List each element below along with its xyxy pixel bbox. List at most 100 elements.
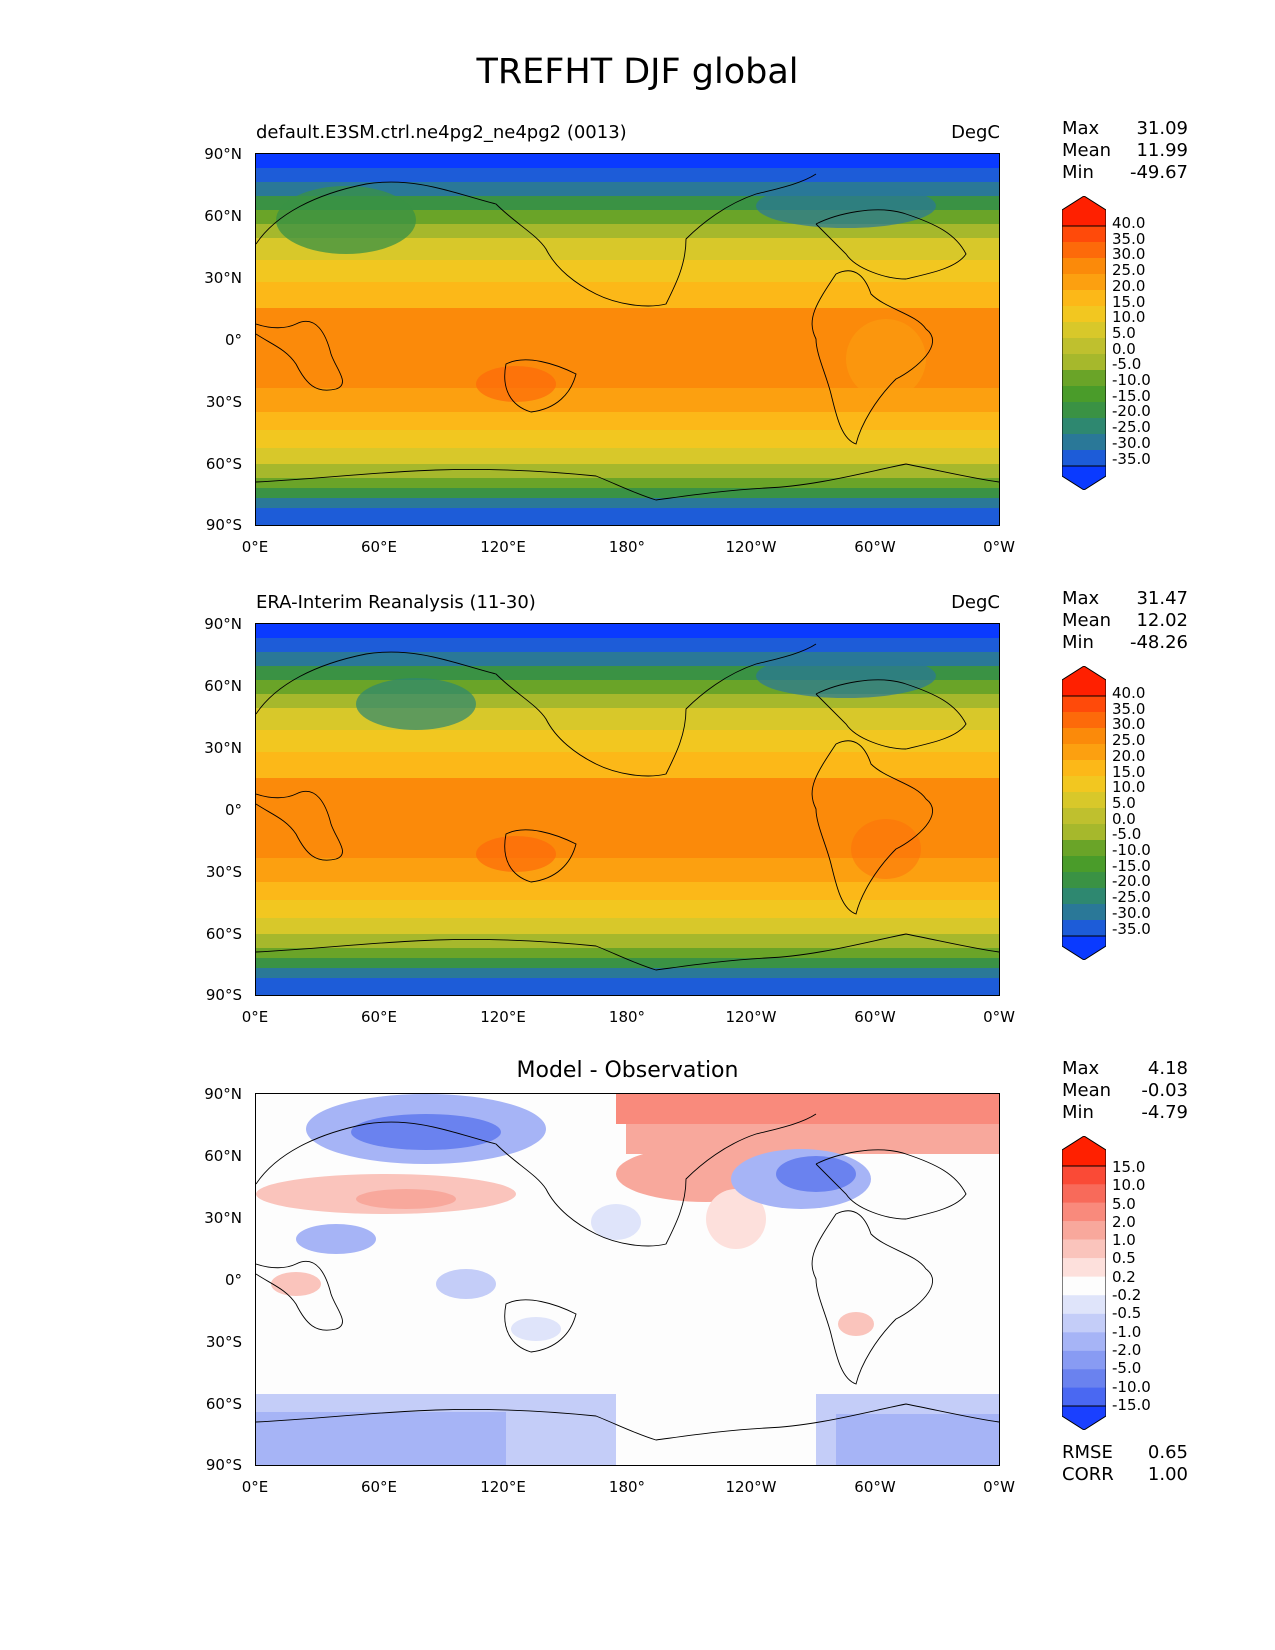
panel-1-stats: Max 31.09 Mean 11.99 Min -49.67: [1062, 118, 1188, 184]
lon-tick: 60°E: [360, 1478, 398, 1496]
colorbar-label: 40.0: [1112, 214, 1146, 232]
colorbar-label: 20.0: [1112, 276, 1146, 295]
stat-label: Mean: [1062, 1080, 1112, 1101]
lat-tick: 60°N: [204, 1147, 242, 1165]
stat-label: Min: [1062, 632, 1094, 653]
lon-tick: 0°E: [241, 1008, 269, 1026]
panel-3-colorbar-labels: 15.0 10.0 5.0 2.0 1.0 0.5 0.2 -0.2 -0.5 …: [1112, 1158, 1151, 1414]
stat-value: 12.02: [1136, 610, 1188, 631]
colorbar-label: -15.0: [1112, 856, 1151, 875]
panel-3-colorbar: [1062, 1136, 1106, 1430]
colorbar-label: -5.0: [1112, 355, 1142, 374]
lat-tick: 30°S: [205, 1333, 242, 1351]
colorbar-label: 0.2: [1112, 1267, 1136, 1286]
lon-tick: 60°W: [854, 1478, 896, 1496]
colorbar-label: -10.0: [1112, 841, 1151, 860]
stat-label: Mean: [1062, 140, 1112, 161]
colorbar-label: -0.2: [1112, 1286, 1142, 1305]
lat-tick: 30°S: [205, 393, 242, 411]
panel-3-map: [255, 1093, 1000, 1466]
lat-tick: 60°S: [205, 1395, 242, 1413]
panel-2-field: [256, 624, 999, 995]
lat-tick: 30°S: [205, 863, 242, 881]
lat-tick: 60°S: [205, 455, 242, 473]
stat-value: 31.47: [1136, 588, 1188, 609]
colorbar-label: -2.0: [1112, 1340, 1142, 1359]
lon-tick: 120°E: [480, 1478, 526, 1496]
colorbar-label: -5.0: [1112, 825, 1142, 844]
lat-tick: 90°N: [204, 145, 242, 163]
stat-label: Min: [1062, 162, 1094, 183]
colorbar-label: 5.0: [1112, 1194, 1136, 1213]
coastlines: [256, 1113, 999, 1441]
colorbar-label: 0.0: [1112, 339, 1136, 358]
lat-tick: 90°N: [204, 1085, 242, 1103]
lon-tick: 180°: [608, 1008, 646, 1026]
panel-2-colorbar: [1062, 666, 1106, 960]
colorbar-2-swatches: [1062, 666, 1106, 960]
panel-3-title: Model - Observation: [516, 1058, 739, 1083]
lon-tick: 120°E: [480, 538, 526, 556]
colorbar-label: 25.0: [1112, 731, 1146, 750]
panel-2-stats: Max 31.47 Mean 12.02 Min -48.26: [1062, 588, 1188, 654]
panel-1-colorbar: [1062, 196, 1106, 490]
colorbar-label: -10.0: [1112, 1377, 1151, 1396]
stat-value: -49.67: [1129, 162, 1188, 183]
stat-value: -4.79: [1141, 1102, 1188, 1123]
lat-tick: 90°S: [205, 516, 242, 534]
colorbar-label: -20.0: [1112, 402, 1151, 421]
lat-tick: 90°S: [205, 986, 242, 1004]
coastlines: [256, 173, 999, 501]
lon-tick: 60°E: [360, 538, 398, 556]
colorbar-label: 10.0: [1112, 1176, 1146, 1195]
panel-1-title: default.E3SM.ctrl.ne4pg2_ne4pg2 (0013): [256, 122, 627, 143]
panel-2-map: [255, 623, 1000, 996]
colorbar-label: -0.5: [1112, 1304, 1142, 1323]
colorbar-label: -30.0: [1112, 433, 1151, 452]
lat-tick: 60°N: [204, 207, 242, 225]
panel-3-error-stats: RMSE 0.65 CORR 1.00: [1062, 1442, 1188, 1486]
lat-tick: 0°: [224, 1271, 242, 1289]
lat-tick: 60°S: [205, 925, 242, 943]
colorbar-1-swatches: [1062, 196, 1106, 490]
lon-tick: 0°W: [983, 1478, 1015, 1496]
stat-label: CORR: [1062, 1464, 1114, 1485]
lon-tick: 120°W: [725, 1478, 777, 1496]
colorbar-label: 0.0: [1112, 809, 1136, 828]
stat-label: Min: [1062, 1102, 1094, 1123]
colorbar-label: 25.0: [1112, 261, 1146, 280]
colorbar-label: -15.0: [1112, 1395, 1151, 1414]
stat-value: 1.00: [1147, 1464, 1188, 1485]
colorbar-label: 2.0: [1112, 1212, 1136, 1231]
lat-tick: 0°: [224, 801, 242, 819]
panel-3-field: [256, 1094, 999, 1465]
colorbar-label: 15.0: [1112, 762, 1146, 781]
lon-tick: 0°E: [241, 1478, 269, 1496]
stat-label: Max: [1062, 118, 1100, 139]
colorbar-label: 35.0: [1112, 229, 1146, 248]
colorbar-label: 35.0: [1112, 699, 1146, 718]
colorbar-label: 10.0: [1112, 778, 1146, 797]
lat-tick: 30°N: [204, 1209, 242, 1227]
coastlines: [256, 643, 999, 971]
colorbar-label: 30.0: [1112, 245, 1146, 264]
figure-title: TREFHT DJF global: [476, 52, 799, 92]
stat-value: 31.09: [1136, 118, 1188, 139]
panel-1-map: [255, 153, 1000, 526]
colorbar-label: -10.0: [1112, 371, 1151, 390]
lat-tick: 60°N: [204, 677, 242, 695]
colorbar-label: -25.0: [1112, 888, 1151, 907]
lon-tick: 120°W: [725, 538, 777, 556]
colorbar-label: 0.5: [1112, 1249, 1136, 1268]
panel-3-stats: Max 4.18 Mean -0.03 Min -4.79: [1062, 1058, 1188, 1124]
stat-label: Mean: [1062, 610, 1112, 631]
lon-tick: 180°: [608, 538, 646, 556]
colorbar-label: 10.0: [1112, 308, 1146, 327]
lon-tick: 120°E: [480, 1008, 526, 1026]
panel-1-colorbar-labels: 40.0 35.0 30.0 25.0 20.0 15.0 10.0 5.0 0…: [1112, 214, 1151, 467]
panel-1-field: [256, 154, 999, 525]
lat-tick: 90°N: [204, 615, 242, 633]
panel-2-colorbar-labels: 40.0 35.0 30.0 25.0 20.0 15.0 10.0 5.0 0…: [1112, 685, 1151, 937]
stat-label: Max: [1062, 588, 1100, 609]
colorbar-label: 15.0: [1112, 1158, 1146, 1176]
